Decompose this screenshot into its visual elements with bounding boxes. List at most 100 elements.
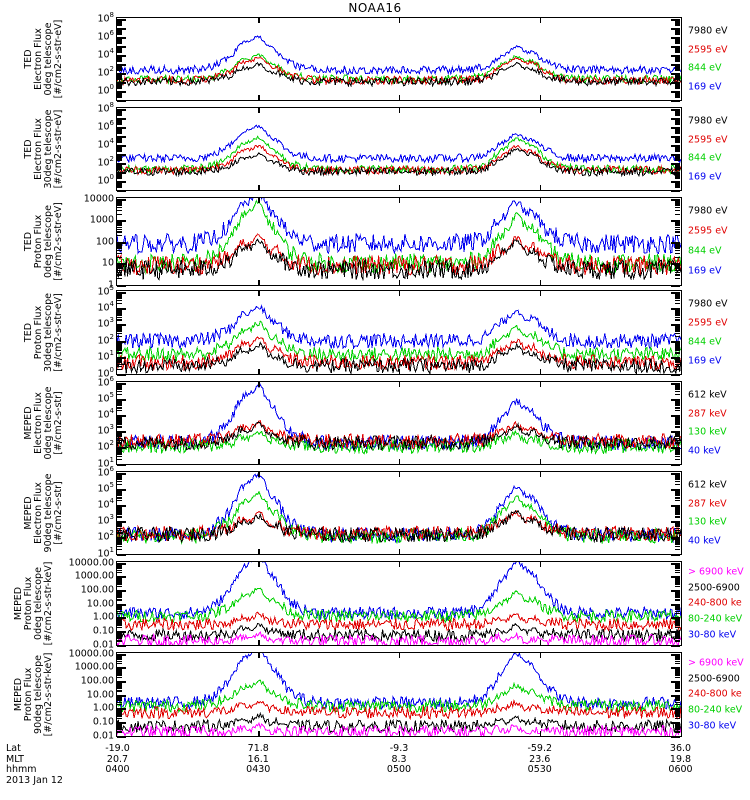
legend-entry: 7980 eV	[688, 114, 728, 126]
y-tick-label: 100	[95, 235, 114, 247]
x-tick-lat: 36.0	[669, 743, 692, 754]
panel-meped-electron-90deg[interactable]	[116, 471, 682, 555]
y-tick-label: 10.00	[86, 597, 114, 609]
y-axis-caption-ted-electron-30deg: TED Electron Flux 30deg telescope [#/cm2-s-…	[23, 107, 64, 191]
x-axis-row-label-hhmm: hhmm	[6, 764, 37, 775]
legend-entry: 612 keV	[688, 478, 727, 490]
x-tick-hhmm: 0430	[246, 764, 271, 775]
y-tick-label: 10000	[83, 192, 114, 204]
y-tick-label: 106	[97, 464, 114, 478]
legend-entry: 287 keV	[688, 497, 727, 509]
y-tick-labels-meped-proton-0deg: 10000.00 1000.00 100.00 10.00 1.00 0.10 0.01	[60, 556, 114, 649]
legend-entry: 169 eV	[688, 81, 722, 93]
y-tick-labels-meped-proton-90deg: 10000.00 1000.00 100.00 10.00 1.00 0.10 0.01	[60, 647, 114, 740]
panel-meped-electron-0deg[interactable]	[116, 381, 682, 465]
y-tick-label: 106	[97, 28, 114, 42]
panel-ted-electron-30deg[interactable]	[116, 107, 682, 191]
x-tick-mlt: 16.1	[247, 753, 269, 765]
legend-entry: > 6900 keV	[688, 566, 744, 578]
y-tick-label: 100.00	[80, 584, 114, 596]
y-tick-label: 100.00	[80, 675, 114, 687]
x-tick-lat: -19.0	[105, 743, 130, 754]
legend-entry: 2595 eV	[688, 43, 728, 55]
legend-entry: 80-240 keV	[688, 613, 743, 625]
y-axis-caption-meped-proton-0deg: MEPED Proton Flux 0deg telescope [#/cm2-s-s…	[13, 561, 54, 646]
y-tick-label: 103	[97, 513, 114, 527]
legend-entry: 2500-6900	[688, 673, 740, 685]
legend-entry: 844 eV	[688, 245, 722, 257]
legend-entry: 2500-6900	[688, 582, 740, 594]
y-tick-label: 1000.00	[74, 661, 114, 673]
legend-entry: 80-240 keV	[688, 704, 743, 716]
x-tick-hhmm: 0500	[386, 764, 412, 775]
y-tick-label: 100	[97, 82, 114, 96]
legend-entry: 2595 eV	[688, 317, 728, 329]
y-tick-label: 105	[97, 283, 114, 297]
x-tick-hhmm: 0400	[105, 764, 130, 775]
legend-entry: 40 keV	[688, 535, 721, 547]
y-tick-label: 0.10	[92, 716, 114, 728]
legend-entry: > 6900 keV	[688, 657, 744, 669]
legend-entry: 30-80 keV	[688, 719, 737, 731]
y-tick-label: 10000.00	[68, 556, 114, 568]
y-tick-label: 104	[97, 46, 114, 60]
legend-entry: 130 keV	[688, 426, 727, 438]
x-tick-lat: 71.8	[247, 743, 269, 754]
legend-entry: 7980 eV	[688, 298, 728, 310]
legend-entry: 612 keV	[688, 388, 727, 400]
y-tick-labels-ted-electron-0deg: 108 106 104 102 100	[60, 10, 114, 101]
y-tick-label: 105	[97, 480, 114, 494]
y-tick-label: 10.00	[86, 688, 114, 700]
panel-meped-proton-0deg[interactable]	[116, 561, 682, 646]
y-tick-labels-meped-electron-0deg: 106 105 104 103 102 101	[60, 374, 114, 468]
y-tick-label: 102	[97, 154, 114, 168]
y-tick-label: 104	[97, 136, 114, 150]
y-tick-label: 108	[97, 10, 114, 24]
panel-ted-proton-0deg[interactable]	[116, 197, 682, 286]
legend-entry: 169 eV	[688, 171, 722, 183]
y-tick-label: 10000.00	[68, 647, 114, 659]
y-tick-label: 1000	[89, 214, 114, 226]
legend-entry: 844 eV	[688, 152, 722, 164]
y-tick-labels-ted-proton-0deg: 10000 1000 100 10 1	[60, 192, 114, 289]
y-axis-caption-line: [#/cm2-s-str-eV]	[52, 109, 64, 189]
panel-ted-proton-30deg[interactable]	[116, 290, 682, 375]
panel-ted-electron-0deg[interactable]	[116, 17, 682, 101]
y-axis-caption-line: [#/cm2-s-str]	[52, 391, 64, 455]
y-tick-label: 101	[97, 455, 114, 469]
y-tick-label: 0.01	[92, 638, 114, 650]
x-tick-mlt: 23.6	[529, 753, 551, 765]
y-tick-label: 105	[97, 390, 114, 404]
x-axis-row-label-mlt: MLT	[6, 753, 24, 765]
y-tick-label: 104	[97, 496, 114, 511]
legend-entry: 7980 eV	[688, 24, 728, 36]
legend-entry: 2595 eV	[688, 133, 728, 145]
x-tick-mlt: 19.8	[669, 753, 692, 765]
y-axis-caption-meped-electron-90deg: MEPED Electron Flux 90deg telescope [#/cm2-…	[23, 471, 64, 555]
y-tick-label: 100	[97, 365, 114, 379]
y-tick-label: 104	[97, 406, 114, 421]
legend-entry: 2595 eV	[688, 225, 728, 237]
y-tick-label: 0.01	[92, 729, 114, 741]
y-axis-caption-line: [#/cm2-s-str-keV]	[42, 652, 54, 737]
y-tick-label: 1.00	[92, 702, 114, 714]
x-tick-mlt: 20.7	[106, 753, 129, 765]
panel-meped-proton-90deg[interactable]	[116, 652, 682, 737]
x-tick-lat: -9.3	[389, 743, 409, 754]
y-tick-label: 106	[97, 374, 114, 388]
x-tick-hhmm: 0530	[527, 764, 552, 775]
y-tick-label: 101	[97, 349, 114, 363]
y-tick-label: 106	[97, 118, 114, 132]
legend-entry: 7980 eV	[688, 205, 728, 217]
y-tick-label: 104	[97, 299, 114, 314]
y-tick-labels-ted-proton-30deg: 105 104 103 102 101 100	[60, 283, 114, 378]
y-axis-caption-line: [#/cm2-s-str-keV]	[42, 561, 54, 646]
x-tick-mlt: 8.3	[391, 753, 407, 765]
y-axis-caption-line: [#/cm2-s-str]	[52, 481, 64, 545]
y-tick-label: 1	[107, 278, 114, 290]
y-tick-label: 101	[97, 545, 114, 559]
y-tick-label: 102	[97, 439, 114, 453]
page-title: NOAA16	[348, 1, 402, 15]
y-axis-caption-meped-proton-90deg: MEPED Proton Flux 90deg telescope [#/cm2-s-…	[13, 652, 54, 737]
y-tick-labels-ted-electron-30deg: 108 106 104 102 100	[60, 101, 114, 191]
